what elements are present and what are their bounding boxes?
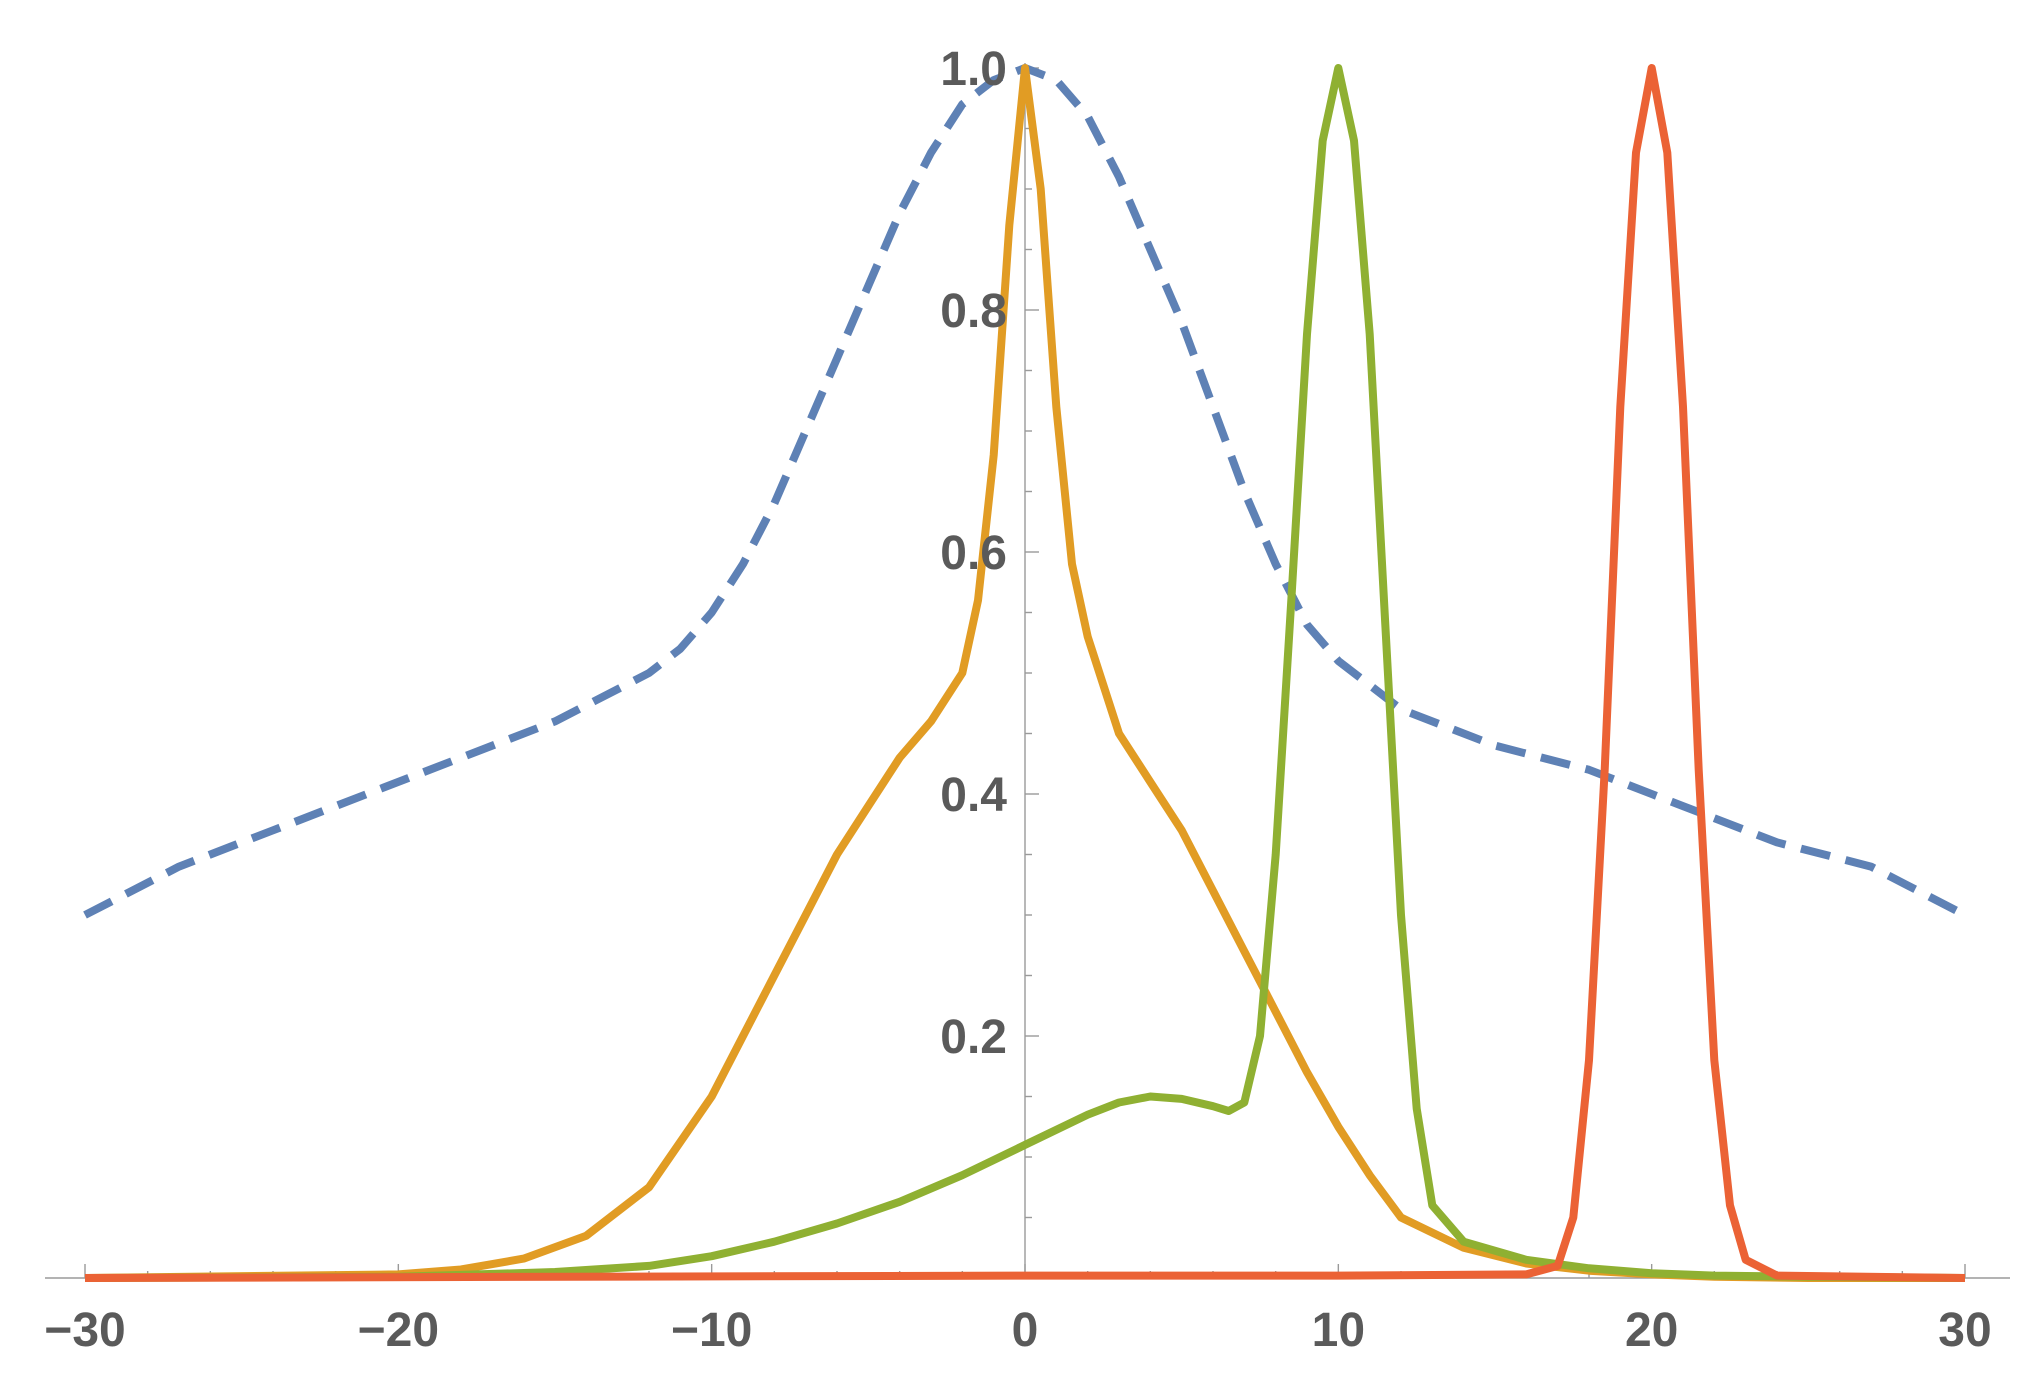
y-tick-label: 0.8	[940, 285, 1007, 338]
x-tick-label: −20	[358, 1304, 439, 1357]
y-tick-label: 1.0	[940, 43, 1007, 96]
x-tick-label: −30	[44, 1304, 125, 1357]
tick-labels: −30 −20 −10 0 10 20 30 0.2 0.4 0.6 0.8 1.0	[44, 43, 1991, 1357]
series-line-2	[84, 64, 1965, 1282]
y-tick-label: 0.6	[940, 527, 1007, 580]
series-group	[83, 64, 1967, 1282]
y-tick-label: 0.2	[940, 1011, 1007, 1064]
x-tick-label: 30	[1938, 1304, 1991, 1357]
x-tick-label: −10	[671, 1304, 752, 1357]
y-tick-label: 0.4	[940, 769, 1007, 822]
x-tick-label: 20	[1625, 1304, 1678, 1357]
series-line-3	[84, 64, 1966, 1282]
x-tick-label: 10	[1312, 1304, 1365, 1357]
series-line-4	[84, 64, 1966, 1282]
x-tick-label: 0	[1012, 1304, 1039, 1357]
